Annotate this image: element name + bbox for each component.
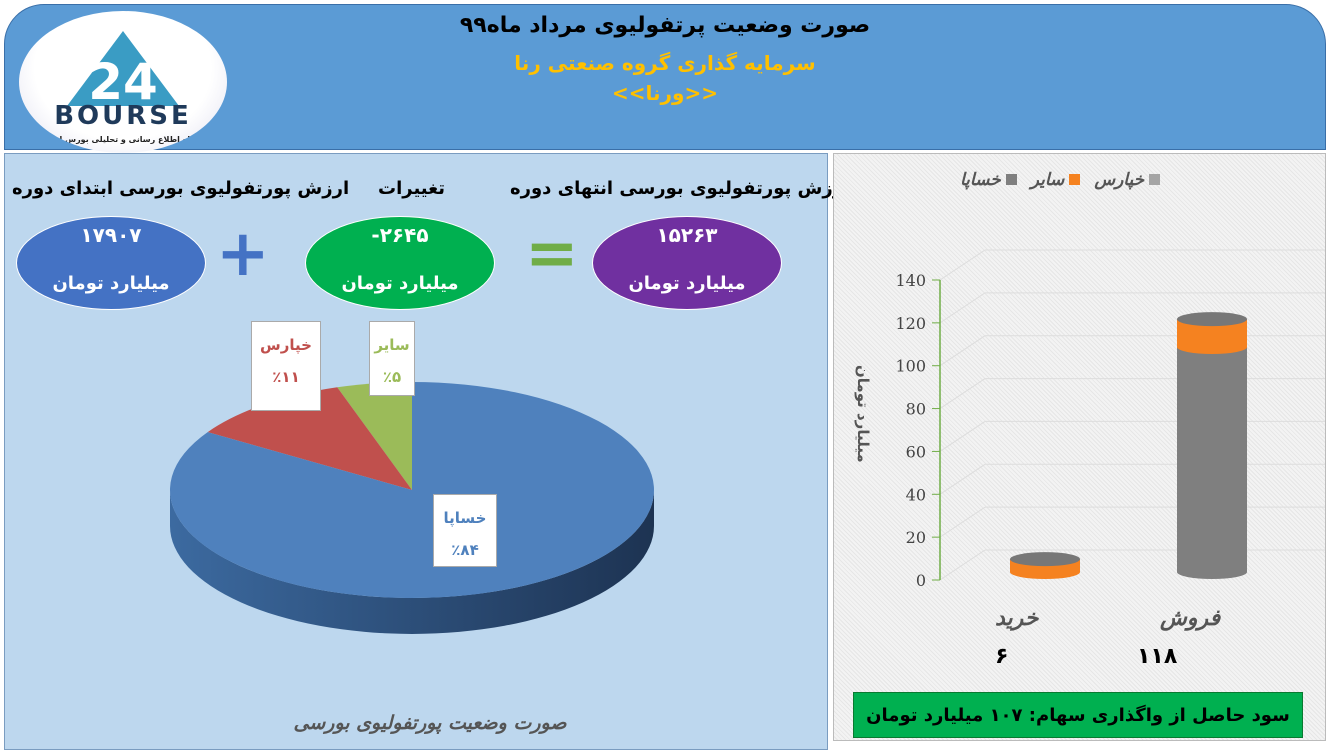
- end-unit: میلیارد تومان: [628, 273, 746, 294]
- legend-item-sayer: سایر: [1031, 170, 1081, 190]
- end-label: ارزش پورتفولیوی بورسی انتهای دوره: [510, 178, 850, 199]
- profit-banner: سود حاصل از واگذاری سهام: ۱۰۷ میلیارد تو…: [853, 692, 1303, 738]
- start-label: ارزش پورتفولیوی بورسی ابتدای دوره: [12, 178, 350, 199]
- bourse-logo: 24 BOURSE پایگاه اطلاع رسانی و تحلیلی بو…: [19, 11, 227, 153]
- end-value-oval: ۱۵۲۶۳ میلیارد تومان: [592, 216, 782, 310]
- gridline: [939, 463, 986, 495]
- bar-segment-سایر: [1177, 319, 1247, 354]
- end-value: ۱۵۲۶۳: [656, 223, 718, 247]
- category-forosh: فروش: [1160, 606, 1221, 631]
- pie-label-kharpars: خپارس ٪۱۱: [251, 321, 321, 411]
- gridline: [939, 335, 986, 367]
- trades-bar-chart: 0 20 40 60 80 100 120 140: [895, 249, 1325, 590]
- start-unit: میلیارد تومان: [52, 273, 170, 294]
- gridline: [939, 421, 986, 452]
- equals-icon: =: [525, 217, 579, 291]
- company-name: سرمایه گذاری گروه صنعتی رنا: [514, 51, 816, 75]
- ticker: <<ورنا>>: [612, 81, 718, 105]
- bar-top-فروش: [1177, 312, 1247, 327]
- bar-legend: خپارس سایر خساپا: [960, 170, 1161, 190]
- legend-item-kharpars: خپارس: [1094, 170, 1161, 190]
- start-value-oval: ۱۷۹۰۷ میلیارد تومان: [16, 216, 206, 310]
- gridline: [939, 378, 986, 409]
- pie-slice-سایر: [337, 382, 412, 490]
- logo-triangle-icon: 24: [67, 31, 179, 111]
- pie-slice-خساپا: [170, 382, 655, 598]
- y-tick-label: 80: [906, 400, 926, 419]
- gridline: [939, 549, 986, 581]
- bar-segment-خساپا: [1177, 347, 1247, 579]
- plus-icon: +: [216, 217, 270, 291]
- total-forosh: ۱۱۸: [1137, 644, 1178, 669]
- y-tick-label: 120: [895, 314, 926, 333]
- pie-label-khesapa: خساپا ٪۸۴: [433, 494, 497, 567]
- y-tick-label: 100: [895, 357, 926, 376]
- y-tick-label: 40: [906, 485, 926, 504]
- legend-item-khesapa: خساپا: [960, 170, 1017, 190]
- change-label: تغییرات: [378, 178, 446, 199]
- portfolio-pie-chart: [170, 382, 655, 634]
- svg-text:24: 24: [88, 53, 158, 111]
- y-tick-label: 140: [895, 271, 926, 290]
- gridline: [939, 292, 986, 324]
- page-title: صورت وضعیت پرتفولیوی مرداد ماه۹۹: [459, 13, 871, 38]
- pie-title: صورت وضعیت پورتفولیوی بورسی: [293, 712, 567, 734]
- logo-text: BOURSE: [54, 101, 192, 131]
- header-banner: 24 BOURSE پایگاه اطلاع رسانی و تحلیلی بو…: [4, 4, 1326, 153]
- change-value-oval: -۲۶۴۵ میلیارد تومان: [305, 216, 495, 310]
- y-tick-label: 0: [916, 571, 926, 590]
- y-tick-label: 60: [906, 442, 926, 461]
- change-unit: میلیارد تومان: [341, 273, 459, 294]
- start-value: ۱۷۹۰۷: [80, 223, 142, 247]
- logo-tagline: پایگاه اطلاع رسانی و تحلیلی بورس ایران: [41, 135, 205, 144]
- total-kharid: ۶: [995, 644, 1009, 669]
- gridline: [939, 249, 986, 281]
- bar-top-خرید: [1010, 552, 1080, 567]
- gridline: [939, 506, 986, 538]
- pie-slice-خپارس: [207, 387, 412, 490]
- pie-label-sayer: سایر ٪۵: [369, 321, 415, 396]
- y-tick-label: 20: [906, 528, 926, 547]
- change-value: -۲۶۴۵: [371, 223, 429, 247]
- pie-side: [170, 490, 654, 634]
- y-axis-label: میلیارد تومان: [854, 365, 872, 463]
- category-kharid: خرید: [995, 606, 1039, 631]
